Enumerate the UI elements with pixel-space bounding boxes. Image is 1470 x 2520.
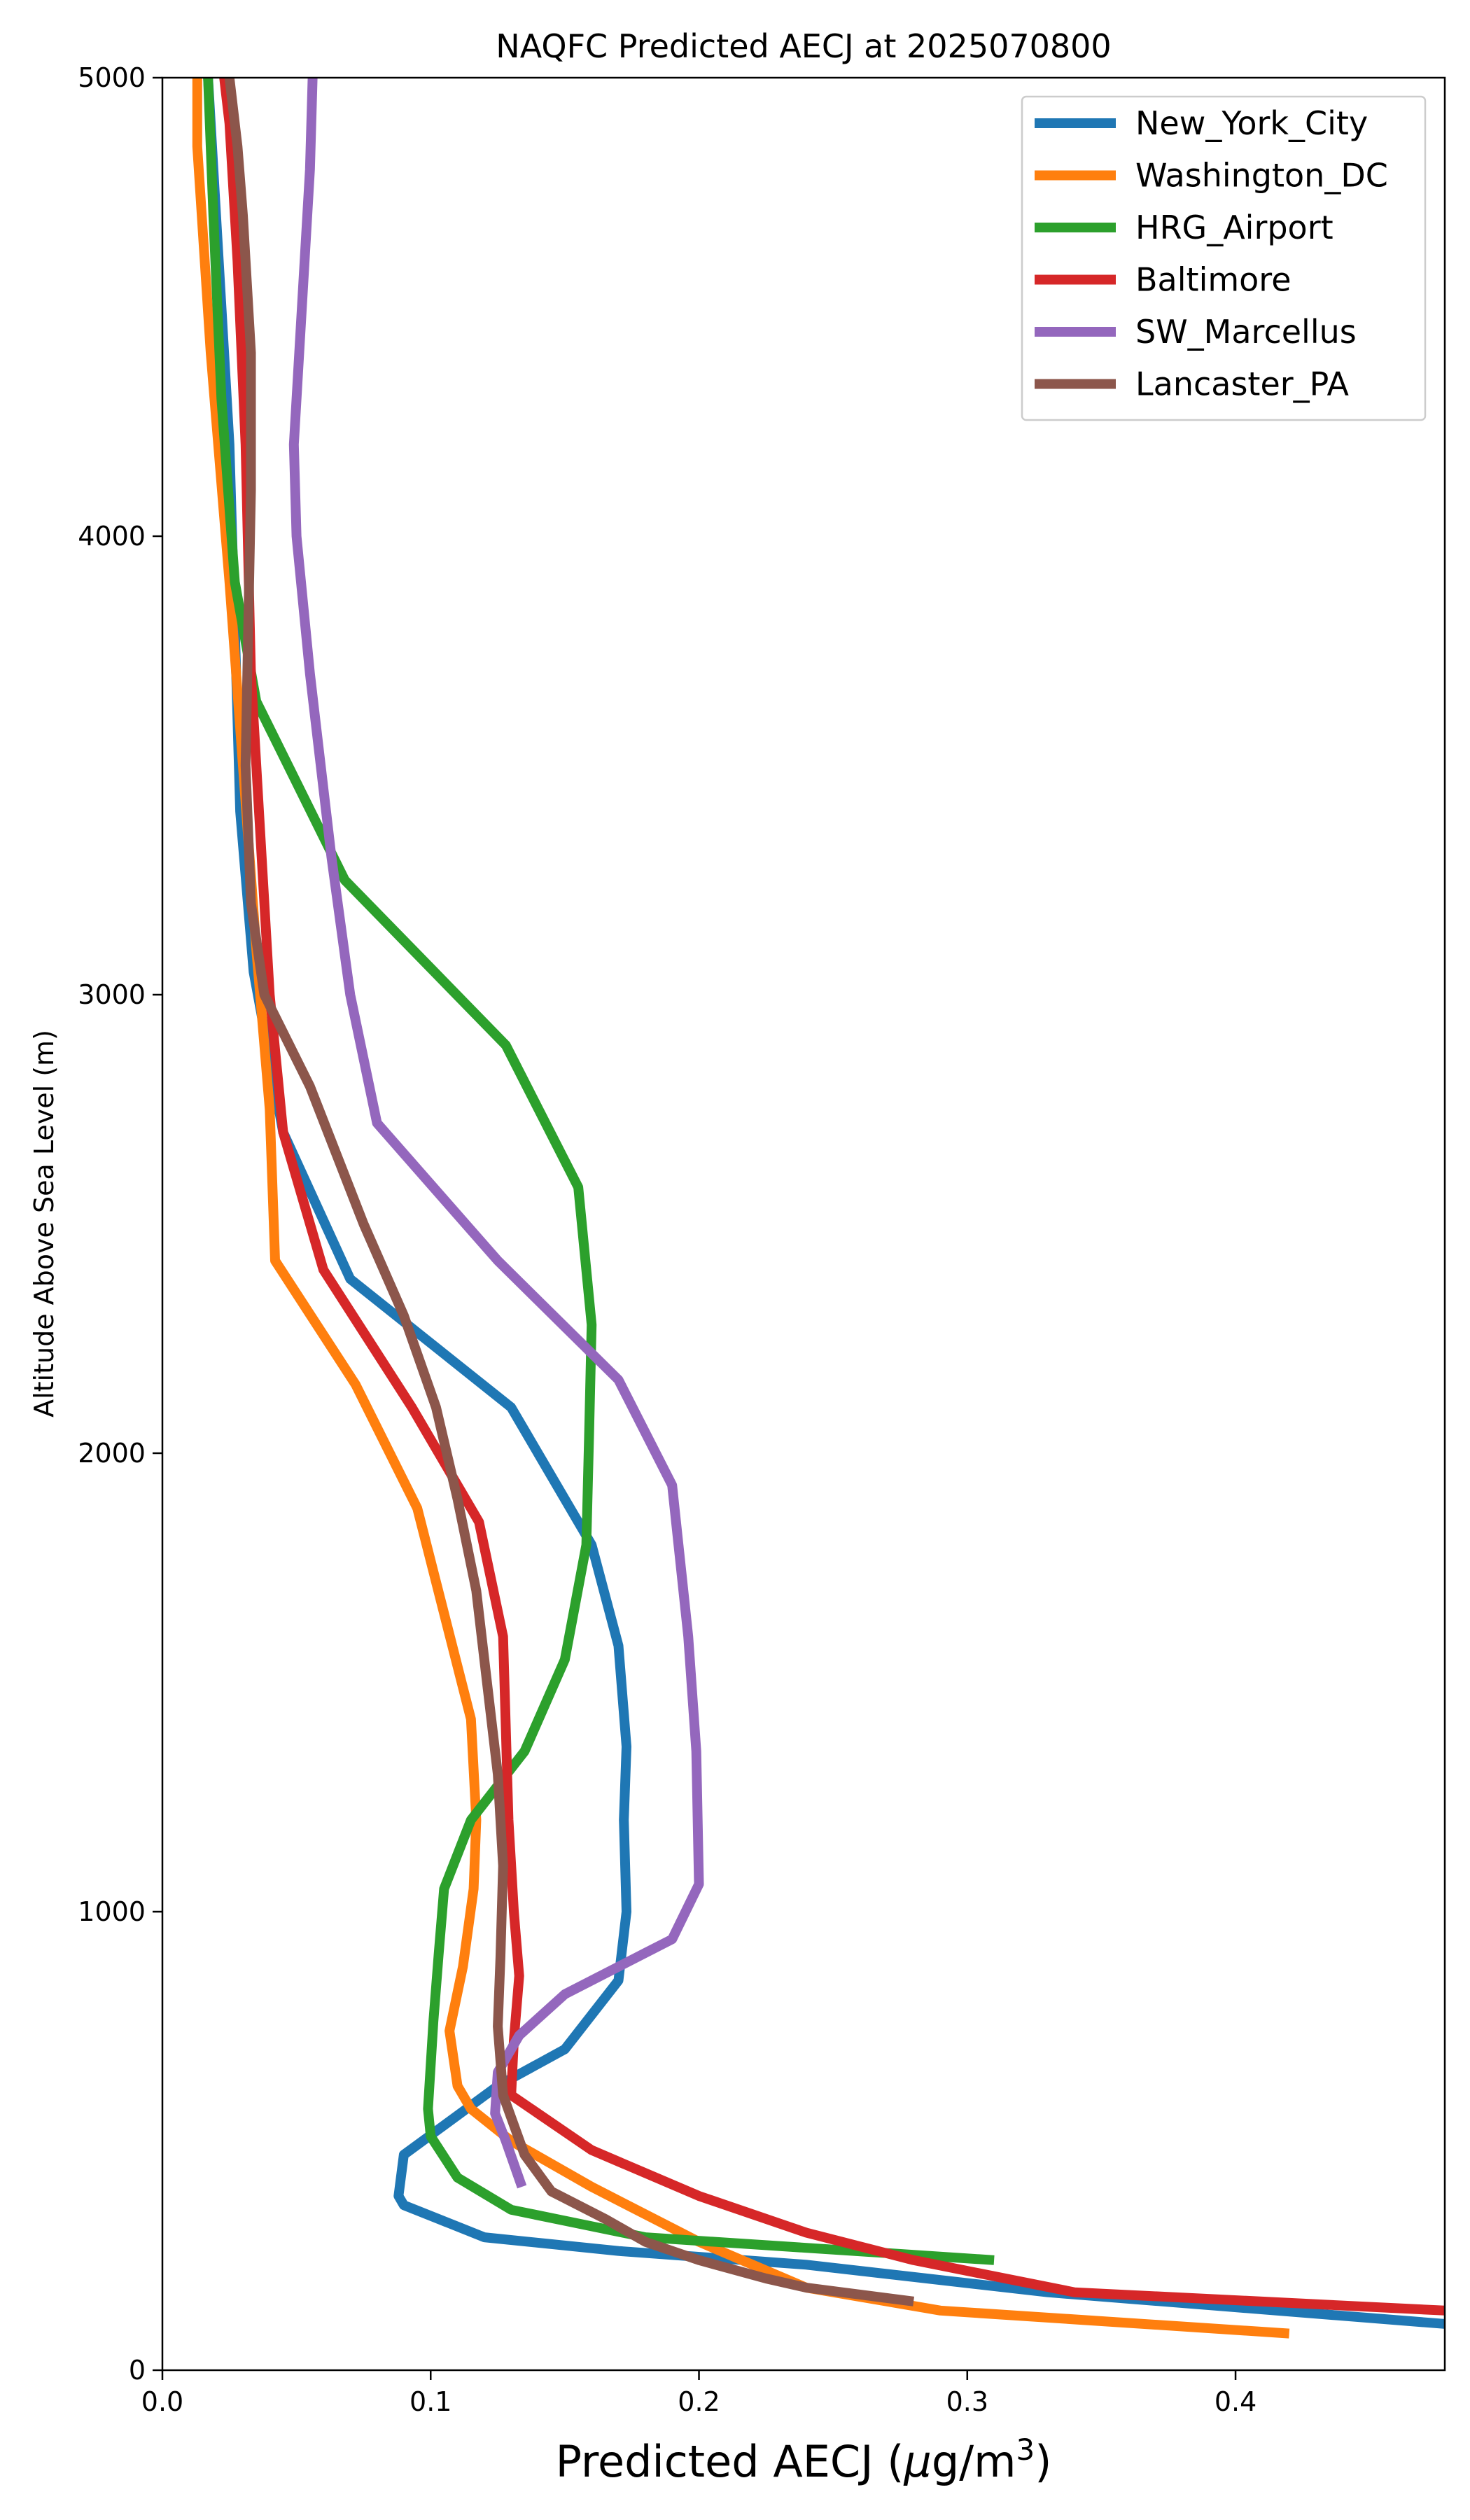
x-tick-label: 0.4 xyxy=(1214,2386,1256,2417)
y-axis-label: Altitude Above Sea Level (m) xyxy=(29,1030,59,1418)
legend-label-washington-dc: Washington_DC xyxy=(1135,157,1388,195)
plot-frame xyxy=(161,76,1446,2372)
series-line-lancaster-pa xyxy=(224,78,914,2306)
y-tick-label: 4000 xyxy=(78,521,146,552)
y-tick-label: 1000 xyxy=(78,1896,146,1927)
x-tick-label: 0.2 xyxy=(678,2386,720,2417)
legend-box xyxy=(1021,95,1427,421)
plot-area xyxy=(161,76,1446,2372)
x-axis: 0.0 0.1 0.2 0.3 0.4 xyxy=(141,2370,1256,2417)
x-tick-label: 0.3 xyxy=(946,2386,988,2417)
y-tick-label: 2000 xyxy=(78,1438,146,1469)
y-tick-label: 5000 xyxy=(78,62,146,93)
y-tick-label: 0 xyxy=(129,2355,146,2386)
series-group xyxy=(192,78,1445,2339)
legend-label-lancaster-pa: Lancaster_PA xyxy=(1135,365,1349,403)
legend-label-sw-marcellus: SW_Marcellus xyxy=(1135,313,1357,351)
x-tick-label: 0.1 xyxy=(410,2386,451,2417)
y-tick-label: 3000 xyxy=(78,979,146,1010)
x-axis-label: Predicted AECJ (μg/m3) xyxy=(556,2432,1052,2487)
legend: New_York_City Washington_DC HRG_Airport Bal… xyxy=(1021,95,1427,421)
x-tick-label: 0.0 xyxy=(141,2386,183,2417)
y-axis: 0 1000 2000 3000 4000 5000 xyxy=(78,62,162,2386)
legend-label-new-york-city: New_York_City xyxy=(1135,104,1368,142)
series-line-new-york-city xyxy=(203,78,1445,2329)
legend-label-baltimore: Baltimore xyxy=(1135,261,1292,299)
series-line-sw-marcellus xyxy=(288,78,704,2189)
chart-title: NAQFC Predicted AECJ at 2025070800 xyxy=(496,27,1111,65)
legend-label-hrg-airport: HRG_Airport xyxy=(1135,209,1334,246)
